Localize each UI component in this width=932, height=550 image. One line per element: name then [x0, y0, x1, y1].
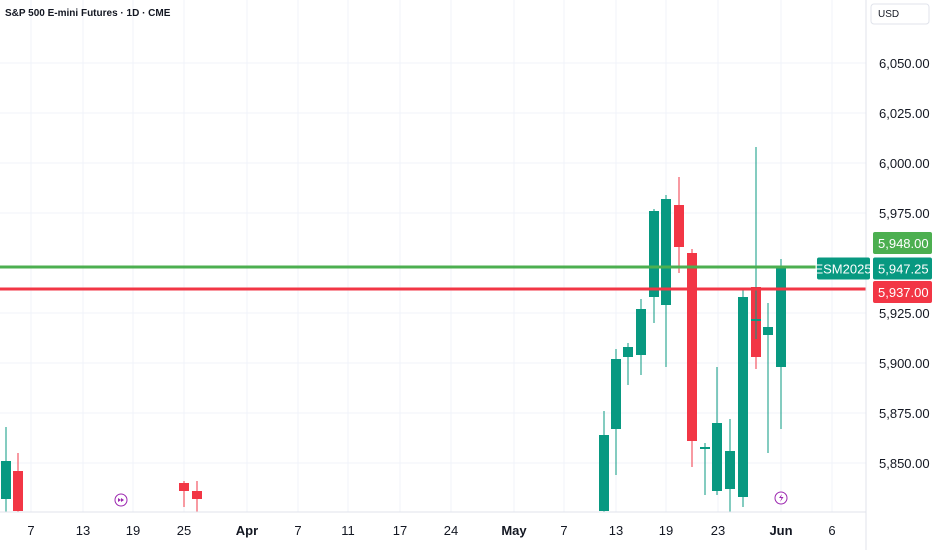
candle-body [192, 491, 202, 499]
price-tick-label: 6,025.00 [879, 106, 930, 121]
candle-body [763, 327, 773, 335]
candle [738, 289, 748, 507]
candle [1, 427, 11, 512]
last-price-tag [873, 257, 932, 280]
price-tick-label: 5,850.00 [879, 456, 930, 471]
chart-grid [0, 0, 866, 512]
event-markers-layer [114, 491, 788, 507]
currency-button[interactable] [870, 3, 930, 25]
candle-body [623, 347, 633, 357]
candle-body [649, 211, 659, 297]
candle [192, 481, 202, 512]
date-tick-label: 24 [444, 523, 458, 538]
candles-layer [1, 147, 786, 512]
candle-body [738, 297, 748, 497]
candle [611, 349, 621, 475]
date-tick-label: 7 [294, 523, 301, 538]
candle-body [700, 447, 710, 449]
candle [751, 147, 761, 339]
symbol-label: ESM2025 [814, 262, 871, 277]
candle [13, 453, 23, 512]
currency-label: USD [878, 9, 899, 20]
candle [725, 419, 735, 512]
date-tick-label: 11 [341, 523, 355, 538]
candle-body [611, 359, 621, 429]
candle-body [599, 435, 609, 511]
price-tick-label: 6,000.00 [879, 156, 930, 171]
price-line-green-tag [873, 232, 932, 254]
symbol-tag[interactable] [817, 257, 870, 280]
date-tick-label: 23 [711, 523, 725, 538]
price-tick-label: 6,050.00 [879, 56, 930, 71]
candle-body [661, 199, 671, 305]
candle [700, 443, 710, 495]
price-tick-label: 5,900.00 [879, 356, 930, 371]
date-tick-label: 13 [609, 523, 623, 538]
rewind-icon-glyph [118, 498, 124, 502]
date-tick-label: 19 [126, 523, 140, 538]
candle [599, 411, 609, 512]
candle-body [776, 268, 786, 367]
candle [623, 343, 633, 385]
date-tick-label: 17 [393, 523, 407, 538]
price-line-red-label: 5,937.00 [878, 285, 929, 300]
candle-body [712, 423, 722, 491]
candle-body [687, 253, 697, 441]
price-tick-label: 5,925.00 [879, 306, 930, 321]
date-axis[interactable]: 7 13 19 25 Apr 7 11 17 24 May 7 13 19 23 Jun 6 [27, 523, 835, 538]
candle [179, 481, 189, 507]
price-tick-label: 5,875.00 [879, 406, 930, 421]
date-tick-label: 6 [828, 523, 835, 538]
candle [763, 303, 773, 453]
date-tick-label: 7 [560, 523, 567, 538]
candle-body [751, 319, 761, 321]
date-tick-label: Jun [769, 523, 792, 538]
candle [674, 177, 684, 273]
candle-body [13, 471, 23, 511]
candle [712, 367, 722, 495]
lightning-icon-glyph [779, 494, 784, 502]
date-tick-label: 13 [76, 523, 90, 538]
candle-body [725, 451, 735, 489]
rewind-icon[interactable] [114, 493, 128, 507]
candle-body [674, 205, 684, 247]
date-tick-label: 25 [177, 523, 191, 538]
price-tick-label: 5,975.00 [879, 206, 930, 221]
candle-body [179, 483, 189, 491]
date-tick-label: Apr [236, 523, 258, 538]
candle [636, 299, 646, 375]
price-line-green-label: 5,948.00 [878, 236, 929, 251]
price-axis[interactable]: 6,050.00 6,025.00 6,000.00 5,975.00 5,925.00… [879, 56, 930, 471]
price-lines-layer [0, 265, 866, 291]
candle [776, 259, 786, 429]
candle [661, 195, 671, 367]
price-line-red-tag [873, 281, 932, 303]
chart-title: S&P 500 E-mini Futures · 1D · CME [5, 8, 171, 19]
last-price-label: 5,947.25 [878, 262, 929, 277]
candle-body [1, 461, 11, 499]
candle-body [636, 309, 646, 355]
price-tags: 5,948.00 5,947.25 5,937.00 ESM2025 [814, 232, 932, 303]
candle [687, 249, 697, 467]
lightning-icon[interactable] [774, 491, 788, 505]
date-tick-label: 7 [27, 523, 34, 538]
date-tick-label: 19 [659, 523, 673, 538]
date-tick-label: May [501, 523, 527, 538]
